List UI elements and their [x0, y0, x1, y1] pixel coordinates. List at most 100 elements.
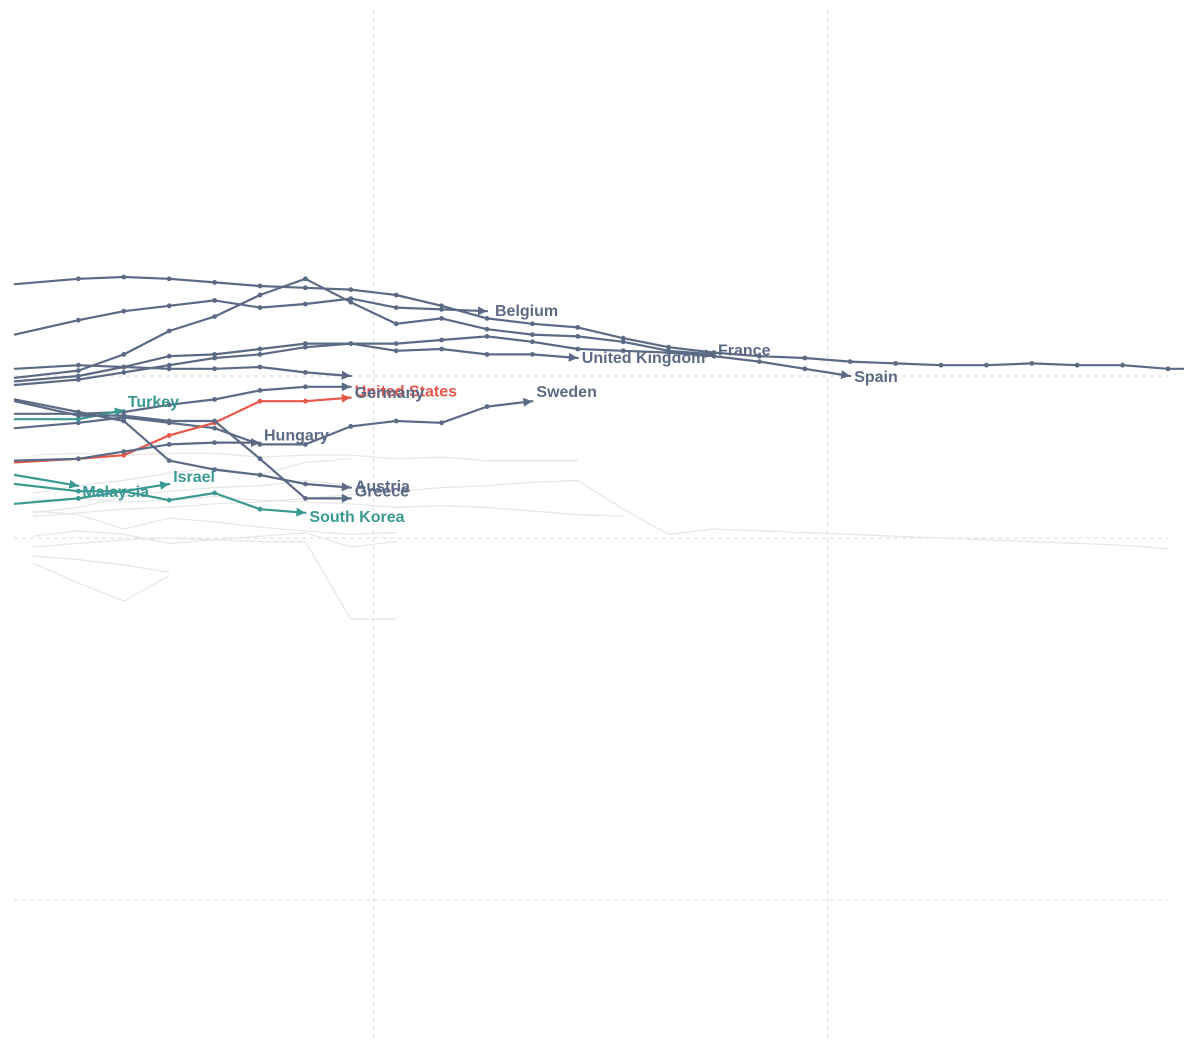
background-series-line — [32, 555, 170, 573]
arrowhead — [522, 397, 533, 407]
background-series-line — [32, 458, 351, 494]
data-point — [212, 298, 218, 303]
data-point — [257, 364, 263, 370]
series-sweden — [13, 397, 534, 447]
data-point — [1120, 362, 1125, 368]
series-label-france: France — [718, 342, 771, 359]
data-point — [575, 325, 581, 330]
series-france — [13, 276, 716, 379]
data-point — [984, 362, 989, 368]
data-point — [348, 341, 354, 346]
data-point — [348, 287, 354, 292]
data-point — [620, 348, 626, 354]
data-point — [166, 328, 172, 334]
data-point — [121, 488, 127, 494]
data-point — [484, 316, 490, 321]
arrowhead — [840, 370, 851, 380]
data-point — [76, 373, 81, 379]
arrowhead — [68, 479, 79, 489]
series-line-hungary — [13, 441, 262, 462]
data-point — [348, 424, 354, 429]
data-point — [76, 317, 81, 323]
data-point — [121, 364, 127, 370]
data-point — [393, 292, 399, 298]
data-point — [620, 335, 626, 341]
data-point — [303, 276, 308, 282]
data-point — [757, 359, 762, 364]
data-point — [166, 418, 172, 424]
background-series-line — [32, 510, 397, 536]
data-point — [303, 442, 308, 447]
data-point — [212, 418, 218, 424]
data-point — [393, 321, 399, 327]
data-point — [575, 346, 581, 352]
series-italy — [13, 274, 1184, 372]
series-label-belgium: Belgium — [495, 303, 558, 320]
data-point — [257, 283, 263, 289]
series-greece — [13, 400, 352, 503]
data-point — [1165, 366, 1171, 372]
data-point — [76, 416, 81, 422]
series-belgium — [13, 296, 489, 336]
series-line-austria — [13, 398, 352, 489]
series-label-hungary: Hungary — [264, 428, 329, 445]
arrowhead — [341, 370, 351, 380]
background-series-line — [32, 495, 624, 517]
series-line-germany — [13, 364, 352, 378]
data-point — [484, 352, 490, 357]
data-point — [484, 404, 490, 409]
data-point — [530, 339, 535, 345]
data-point — [76, 456, 81, 462]
data-point — [212, 425, 218, 431]
data-point — [439, 337, 444, 343]
data-point — [303, 285, 308, 291]
series-south-korea — [13, 482, 307, 517]
data-point — [847, 359, 853, 364]
series-label-united-kingdom: United Kingdom — [582, 350, 706, 367]
data-point — [76, 488, 81, 494]
series-label-greece: Greece — [355, 483, 409, 500]
series-turkey — [13, 407, 125, 422]
data-point — [257, 472, 263, 478]
data-point — [257, 398, 263, 404]
data-point — [121, 370, 127, 375]
data-point — [303, 370, 308, 375]
data-point — [303, 481, 308, 487]
data-point — [257, 388, 263, 393]
data-point — [439, 307, 444, 312]
series-label-germany: Germany — [355, 385, 424, 402]
data-point — [257, 346, 263, 352]
background-series-line — [32, 479, 1169, 550]
grid-layer — [14, 10, 1168, 1040]
data-point — [212, 352, 218, 357]
data-point — [575, 334, 581, 339]
background-series-line — [32, 562, 170, 602]
data-point — [166, 458, 172, 463]
series-hungary — [13, 438, 262, 462]
series-austria — [13, 398, 352, 492]
arrowhead — [568, 352, 578, 362]
data-point — [257, 456, 263, 462]
background-series-line — [32, 479, 351, 514]
data-point — [303, 384, 308, 390]
data-point — [938, 362, 944, 368]
data-point — [212, 490, 218, 496]
data-point — [76, 496, 81, 501]
data-point — [303, 301, 308, 307]
data-point — [393, 341, 399, 346]
data-point — [121, 352, 127, 357]
series-line-france — [13, 277, 716, 379]
arrowhead — [159, 480, 170, 490]
data-point — [439, 316, 444, 321]
series-layer — [13, 274, 1184, 517]
data-point — [166, 366, 172, 372]
data-point — [166, 497, 172, 503]
series-malaysia — [13, 473, 80, 489]
data-point — [212, 366, 218, 372]
data-point — [439, 346, 444, 352]
arrowhead — [341, 482, 351, 492]
data-point — [166, 353, 172, 359]
data-point — [121, 308, 127, 314]
